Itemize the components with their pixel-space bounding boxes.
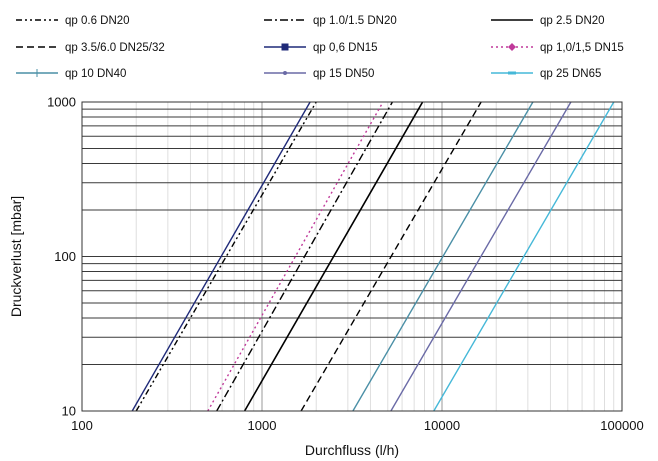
legend-label: qp 10 DN40 bbox=[65, 68, 126, 80]
series-line-3 bbox=[243, 101, 424, 412]
legend-label: qp 15 DN50 bbox=[313, 68, 374, 80]
legend-entry-8: qp 15 DN50 bbox=[264, 68, 374, 80]
legend-entry-4: qp 3.5/6.0 DN25/32 bbox=[16, 42, 165, 54]
x-axis-ticks: 100 1000 10000 100000 bbox=[71, 418, 644, 433]
legend-label: qp 0.6 DN20 bbox=[65, 15, 130, 27]
series-line-2 bbox=[216, 101, 394, 412]
series-line-1 bbox=[135, 101, 317, 412]
x-tick-label: 100000 bbox=[600, 418, 643, 433]
legend-marker bbox=[283, 71, 287, 75]
legend-label: qp 25 DN65 bbox=[540, 68, 601, 80]
legend-entry-9: qp 25 DN65 bbox=[491, 68, 601, 80]
plot-frame bbox=[81, 101, 623, 412]
legend-entry-6: qp 1,0/1,5 DN15 bbox=[491, 42, 624, 54]
x-tick-label: 100 bbox=[71, 418, 93, 433]
legend-entry-7: qp 10 DN40 bbox=[16, 68, 126, 80]
legend-marker bbox=[281, 43, 289, 51]
series-line-4 bbox=[300, 101, 482, 412]
series-line-7 bbox=[352, 101, 534, 412]
legend-label: qp 1,0/1,5 DN15 bbox=[540, 42, 624, 54]
series-layer bbox=[131, 101, 615, 412]
y-tick-label: 10 bbox=[62, 404, 76, 419]
y-tick-label: 1000 bbox=[47, 95, 76, 110]
legend: qp 0.6 DN20 qp 1.0/1.5 DN20 qp 2.5 DN20 qp … bbox=[16, 15, 624, 80]
legend-entry-5: qp 0,6 DN15 bbox=[264, 42, 378, 54]
series-line-9 bbox=[433, 101, 615, 412]
y-axis-ticks: 10 100 1000 bbox=[47, 95, 76, 419]
plot-area bbox=[81, 101, 623, 412]
x-axis-title: Durchfluss (l/h) bbox=[305, 442, 399, 458]
legend-label: qp 2.5 DN20 bbox=[540, 15, 605, 27]
series-line-8 bbox=[390, 101, 572, 412]
legend-marker bbox=[508, 43, 516, 51]
x-tick-label: 10000 bbox=[424, 418, 460, 433]
y-tick-label: 100 bbox=[54, 249, 76, 264]
legend-entry-1: qp 0.6 DN20 bbox=[16, 15, 130, 27]
grid bbox=[82, 102, 622, 411]
series-line-6 bbox=[207, 101, 384, 412]
legend-label: qp 3.5/6.0 DN25/32 bbox=[65, 42, 165, 54]
legend-label: qp 0,6 DN15 bbox=[313, 42, 378, 54]
series-line-5 bbox=[131, 101, 311, 412]
legend-entry-2: qp 1.0/1.5 DN20 bbox=[264, 15, 397, 27]
legend-label: qp 1.0/1.5 DN20 bbox=[313, 15, 397, 27]
legend-entry-3: qp 2.5 DN20 bbox=[491, 15, 605, 27]
x-tick-label: 1000 bbox=[248, 418, 277, 433]
y-axis-title: Druckverlust [mbar] bbox=[8, 196, 24, 317]
